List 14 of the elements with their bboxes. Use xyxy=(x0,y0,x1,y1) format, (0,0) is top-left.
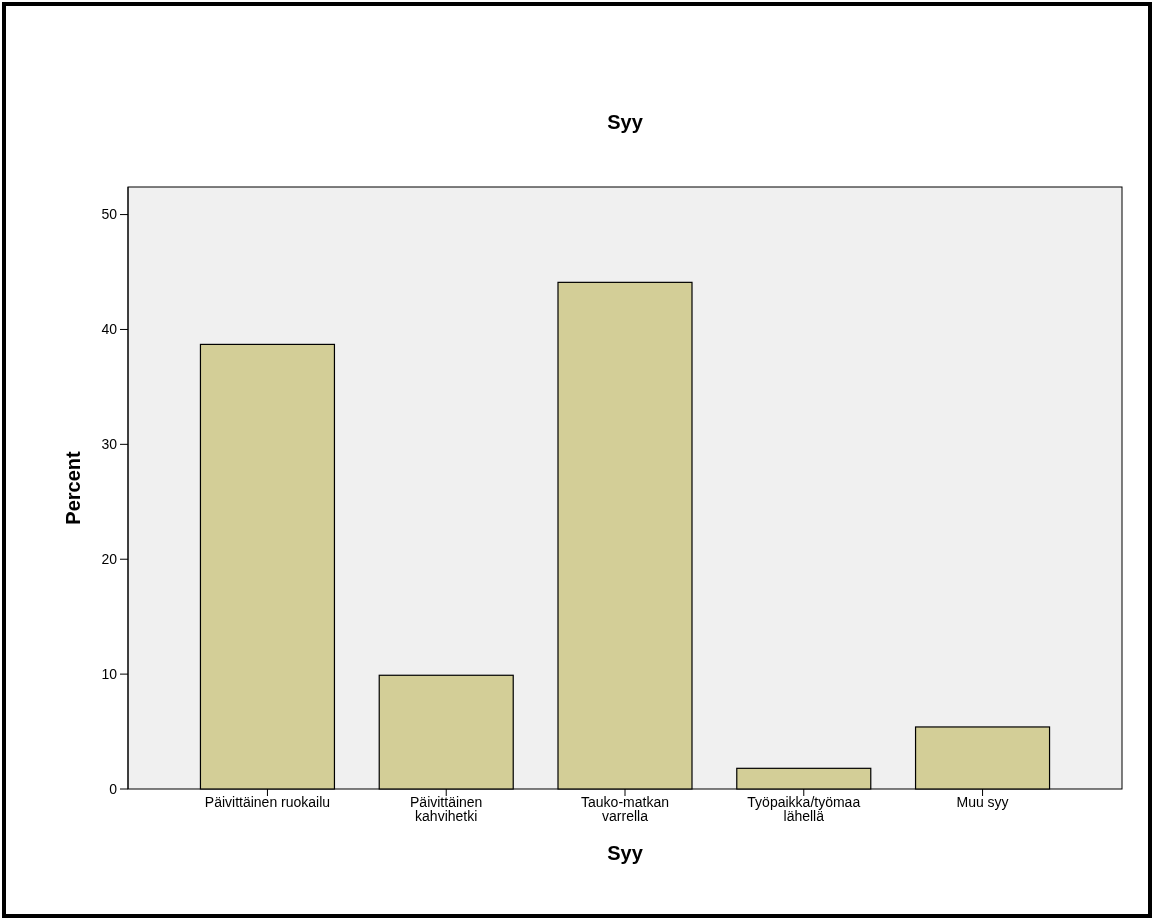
y-tick-label: 40 xyxy=(101,321,118,338)
y-tick-label: 30 xyxy=(101,436,118,453)
x-tick-label: Päivittäinen ruokailu xyxy=(204,794,331,810)
x-tick-label: Muu syy xyxy=(956,794,1009,810)
x-tick-label: Päivittäinen kahvihetki xyxy=(410,794,483,824)
x-tick-label: Työpaikka/työmaa lähellä xyxy=(747,794,861,824)
chart-title: Syy xyxy=(607,111,644,133)
x-tick-label: Tauko-matkan varrella xyxy=(581,794,669,824)
y-axis-title: Percent xyxy=(62,450,84,525)
y-tick-label: 0 xyxy=(109,780,118,797)
y-tick-label: 10 xyxy=(101,666,118,683)
y-tick-label: 50 xyxy=(101,206,118,223)
y-tick-label: 20 xyxy=(101,551,118,568)
x-axis-title: Syy xyxy=(607,842,644,864)
